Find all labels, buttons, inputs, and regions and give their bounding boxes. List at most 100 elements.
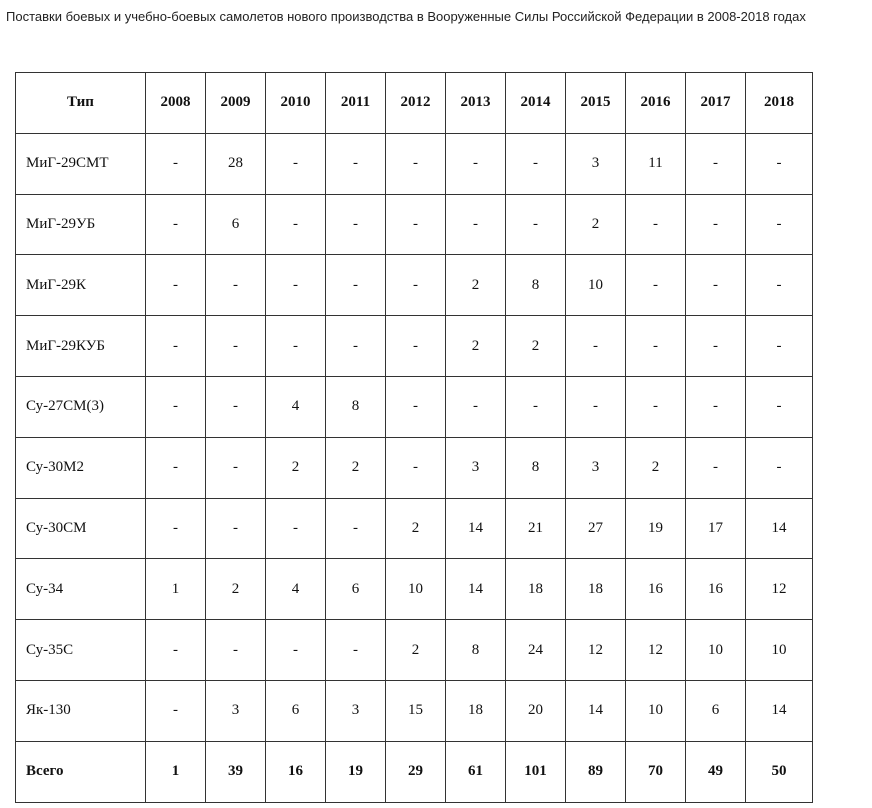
table-cell: 18 bbox=[505, 558, 566, 621]
table-row: МиГ-29УБ -6- - - - -2- - - bbox=[15, 193, 813, 256]
table-cell: 12 bbox=[745, 558, 813, 621]
table-cell: - bbox=[625, 193, 686, 256]
table-cell: - bbox=[265, 619, 326, 681]
table-cell: 16 bbox=[685, 558, 746, 621]
table-cell: - bbox=[205, 254, 266, 317]
table-cell: 2 bbox=[445, 254, 506, 317]
table-cell: - bbox=[145, 193, 206, 256]
table-cell: 6 bbox=[265, 679, 326, 742]
table-cell: - bbox=[505, 375, 566, 438]
table-cell: 28 bbox=[205, 132, 266, 195]
table-row: Су-34 1 2 4 6 10 14 18 18 16 16 12 bbox=[15, 558, 813, 621]
table-cell: - bbox=[145, 497, 206, 560]
table-cell: 24 bbox=[505, 619, 566, 681]
table-cell: 8 bbox=[445, 619, 506, 681]
table-cell: - bbox=[325, 254, 386, 317]
table-cell: - bbox=[385, 375, 446, 438]
table-cell: 2 bbox=[325, 436, 386, 499]
table-cell: - bbox=[205, 497, 266, 560]
table-cell: - bbox=[145, 132, 206, 195]
table-cell: - bbox=[685, 254, 746, 317]
table-cell: 16 bbox=[265, 740, 326, 803]
table-cell: - bbox=[745, 193, 813, 256]
column-header: 2013 bbox=[445, 72, 506, 134]
table-cell: 10 bbox=[565, 254, 626, 317]
table-cell: - bbox=[385, 315, 446, 377]
table-cell: 2 bbox=[505, 315, 566, 377]
table-cell: - bbox=[625, 375, 686, 438]
table-cell: - bbox=[205, 315, 266, 377]
table-cell: - bbox=[685, 436, 746, 499]
table-cell: - bbox=[385, 254, 446, 317]
table-cell: 3 bbox=[565, 436, 626, 499]
table-cell: 2 bbox=[385, 619, 446, 681]
column-header: 2017 bbox=[685, 72, 746, 134]
table-cell: 8 bbox=[505, 436, 566, 499]
table-cell: - bbox=[325, 193, 386, 256]
table-cell: - bbox=[205, 436, 266, 499]
table-row: МиГ-29К - - - - -2 8 10- - - bbox=[15, 254, 813, 317]
table-cell: 2 bbox=[625, 436, 686, 499]
table-cell: - bbox=[145, 254, 206, 317]
table-cell: - bbox=[445, 193, 506, 256]
table-cell: - bbox=[685, 132, 746, 195]
table-cell: 39 bbox=[205, 740, 266, 803]
table-row: МиГ-29КУБ - - - - -2 2- - - - bbox=[15, 315, 813, 377]
table-cell: - bbox=[265, 193, 326, 256]
table-cell: 8 bbox=[325, 375, 386, 438]
column-header: 2016 bbox=[625, 72, 686, 134]
table-row: МиГ-29СМТ -28- - - - -3 11- - bbox=[15, 132, 813, 195]
column-header: 2015 bbox=[565, 72, 626, 134]
table-cell: - bbox=[325, 132, 386, 195]
table-cell: 18 bbox=[445, 679, 506, 742]
table-row: Су-30СМ - - - -2 14 21 27 19 17 14 bbox=[15, 497, 813, 560]
table-cell: 2 bbox=[205, 558, 266, 621]
table-cell: 70 bbox=[625, 740, 686, 803]
table-cell: - bbox=[745, 436, 813, 499]
table-cell: 2 bbox=[385, 497, 446, 560]
table-cell: 21 bbox=[505, 497, 566, 560]
table-cell: 6 bbox=[685, 679, 746, 742]
column-header: 2010 bbox=[265, 72, 326, 134]
table-cell: - bbox=[145, 619, 206, 681]
table-cell: - bbox=[505, 132, 566, 195]
row-label: МиГ-29К bbox=[15, 254, 146, 317]
table-cell: - bbox=[325, 619, 386, 681]
table-row: Су-35С - - - -2 8 24 12 12 10 10 bbox=[15, 619, 813, 681]
table-cell: - bbox=[145, 436, 206, 499]
row-label: МиГ-29УБ bbox=[15, 193, 146, 256]
table-cell: 10 bbox=[625, 679, 686, 742]
row-label: Су-35С bbox=[15, 619, 146, 681]
table-cell: - bbox=[385, 132, 446, 195]
table-cell: - bbox=[745, 315, 813, 377]
table-cell: - bbox=[385, 193, 446, 256]
table-cell: 14 bbox=[445, 558, 506, 621]
table-row: Як-130-3 6 3 15 18 20 14 10 6 14 bbox=[15, 679, 813, 742]
table-row: Су-27СМ(3) - -4 8- - - - - - - bbox=[15, 375, 813, 438]
table-cell: - bbox=[145, 375, 206, 438]
row-label: Су-30СМ bbox=[15, 497, 146, 560]
table-cell: - bbox=[325, 315, 386, 377]
table-cell: 2 bbox=[445, 315, 506, 377]
table-cell: 10 bbox=[685, 619, 746, 681]
table-cell: 3 bbox=[565, 132, 626, 195]
table-cell: 17 bbox=[685, 497, 746, 560]
table-cell: - bbox=[685, 375, 746, 438]
table-cell: 50 bbox=[745, 740, 813, 803]
table-cell: 14 bbox=[745, 679, 813, 742]
table-cell: 12 bbox=[625, 619, 686, 681]
table-cell: 6 bbox=[205, 193, 266, 256]
column-header: 2009 bbox=[205, 72, 266, 134]
table-cell: - bbox=[625, 315, 686, 377]
header-row: Тип 2008 2009 2010 2011 2012 2013 2014 2015 2016 2… bbox=[15, 72, 813, 134]
table-cell: 11 bbox=[625, 132, 686, 195]
table-cell: - bbox=[685, 315, 746, 377]
table-cell: - bbox=[745, 254, 813, 317]
table-cell: - bbox=[625, 254, 686, 317]
table-cell: 89 bbox=[565, 740, 626, 803]
row-label: Всего bbox=[15, 740, 146, 803]
table-cell: - bbox=[265, 254, 326, 317]
table-cell: 1 bbox=[145, 558, 206, 621]
table-cell: 3 bbox=[325, 679, 386, 742]
table-cell: 2 bbox=[265, 436, 326, 499]
